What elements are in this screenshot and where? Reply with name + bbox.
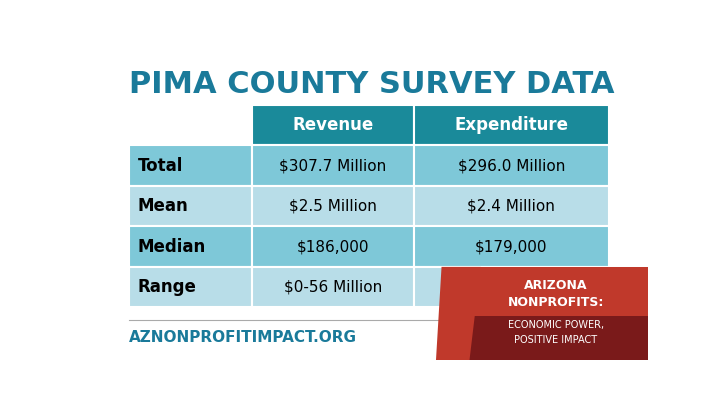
- Text: PIMA COUNTY SURVEY DATA: PIMA COUNTY SURVEY DATA: [129, 70, 615, 100]
- FancyBboxPatch shape: [414, 226, 609, 267]
- Polygon shape: [469, 267, 648, 315]
- Text: $2.4 Million: $2.4 Million: [467, 198, 555, 213]
- FancyBboxPatch shape: [129, 267, 252, 307]
- Polygon shape: [469, 267, 648, 360]
- Text: Range: Range: [138, 278, 197, 296]
- Text: Median: Median: [138, 238, 206, 256]
- FancyBboxPatch shape: [252, 105, 414, 145]
- Text: Revenue: Revenue: [292, 116, 374, 134]
- FancyBboxPatch shape: [414, 186, 609, 226]
- FancyBboxPatch shape: [252, 267, 414, 307]
- Text: NONPROFITS:: NONPROFITS:: [508, 296, 604, 309]
- Text: ECONOMIC POWER,: ECONOMIC POWER,: [508, 320, 604, 330]
- FancyBboxPatch shape: [414, 145, 609, 186]
- Text: Mean: Mean: [138, 197, 188, 215]
- Text: Total: Total: [138, 157, 183, 175]
- Text: $186,000: $186,000: [297, 239, 369, 254]
- FancyBboxPatch shape: [252, 145, 414, 186]
- Text: $2.5 Million: $2.5 Million: [289, 198, 377, 213]
- FancyBboxPatch shape: [252, 226, 414, 267]
- FancyBboxPatch shape: [414, 105, 609, 145]
- Text: Expenditure: Expenditure: [454, 116, 568, 134]
- Text: $307.7 Million: $307.7 Million: [279, 158, 387, 173]
- Text: AZNONPROFITIMPACT.ORG: AZNONPROFITIMPACT.ORG: [129, 330, 357, 345]
- FancyBboxPatch shape: [252, 186, 414, 226]
- FancyBboxPatch shape: [129, 145, 252, 186]
- FancyBboxPatch shape: [129, 105, 252, 145]
- FancyBboxPatch shape: [129, 226, 252, 267]
- Polygon shape: [436, 267, 481, 360]
- Text: POSITIVE IMPACT: POSITIVE IMPACT: [514, 335, 598, 345]
- FancyBboxPatch shape: [129, 186, 252, 226]
- Text: ARIZONA: ARIZONA: [524, 279, 588, 292]
- Text: $296.0 Million: $296.0 Million: [458, 158, 565, 173]
- Text: $0-56 Million: $0-56 Million: [284, 280, 382, 295]
- FancyBboxPatch shape: [414, 267, 609, 307]
- Text: $179,000: $179,000: [475, 239, 547, 254]
- Text: $0-58.82 Million: $0-58.82 Million: [450, 280, 572, 295]
